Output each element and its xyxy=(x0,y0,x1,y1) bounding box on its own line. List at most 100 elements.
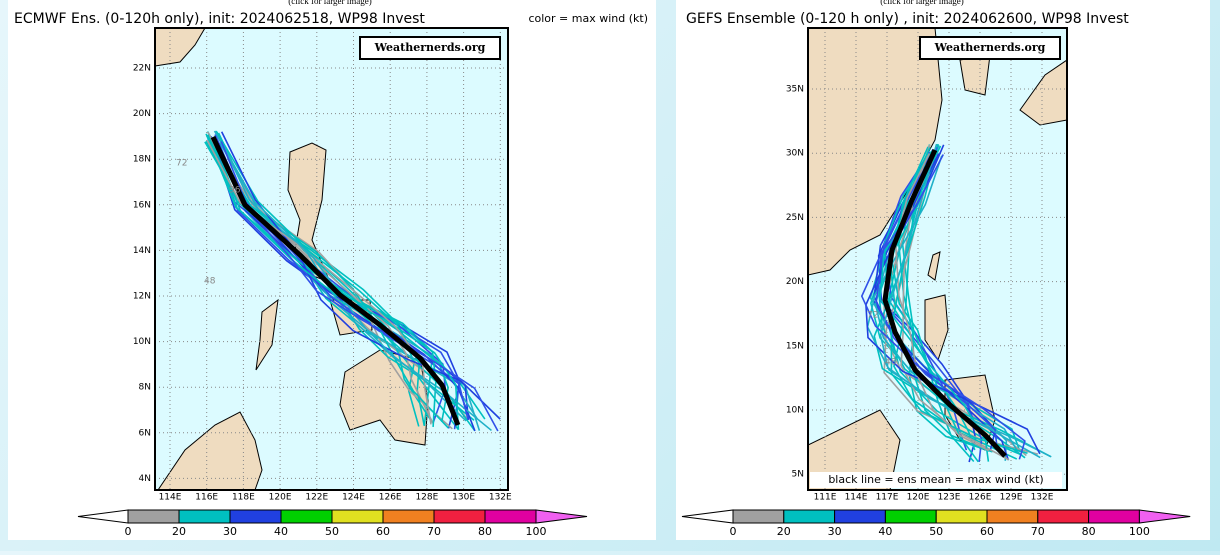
colorbar-label: 80 xyxy=(478,525,492,538)
lat-label: 15N xyxy=(786,341,804,351)
lon-label: 129E xyxy=(1000,493,1023,503)
colorbar-label: 50 xyxy=(325,525,339,538)
lat-label: 10N xyxy=(786,406,804,416)
lat-label: 5N xyxy=(792,470,804,480)
watermark-box xyxy=(359,36,501,60)
colorbar-label: 100 xyxy=(526,525,547,538)
lon-label: 114E xyxy=(845,493,868,503)
colorbar-segment xyxy=(331,509,384,524)
land xyxy=(808,28,943,276)
track-annotation: 48 xyxy=(885,358,897,368)
lat-label: 8N xyxy=(139,383,151,393)
lat-label: 14N xyxy=(133,246,151,256)
colorbar-label: 80 xyxy=(1082,525,1096,538)
colorbar-label: 60 xyxy=(980,525,994,538)
lon-label: 132E xyxy=(489,493,512,503)
watermark: Weathernerds.org xyxy=(374,41,486,54)
lat-label: 18N xyxy=(133,155,151,165)
colorbar-segment xyxy=(935,509,988,524)
lon-label: 124E xyxy=(342,493,365,503)
colorbar-segment xyxy=(433,509,486,524)
colorbar-label: 40 xyxy=(878,525,892,538)
lat-label: 25N xyxy=(786,213,804,223)
lon-label: 123E xyxy=(938,493,961,503)
lon-label: 128E xyxy=(415,493,438,503)
caption: (click for larger image) xyxy=(880,0,964,6)
map-layer xyxy=(155,28,508,490)
frame xyxy=(807,27,1068,491)
lon-label: 132E xyxy=(1031,493,1054,503)
land xyxy=(924,294,949,362)
colorbar-segment xyxy=(732,509,785,524)
lon-label: 120E xyxy=(269,493,292,503)
track-annotation: 72 xyxy=(176,159,187,169)
colorbar-segment xyxy=(229,509,282,524)
colorbar-segment xyxy=(382,509,435,524)
colorbar-label: 40 xyxy=(274,525,288,538)
land xyxy=(927,251,941,281)
colorbar-label: 0 xyxy=(730,525,737,538)
mean-track xyxy=(210,135,461,426)
ensemble-track xyxy=(210,142,449,429)
frame xyxy=(154,27,509,491)
colorbar-segment xyxy=(1088,509,1140,524)
lon-label: 120E xyxy=(907,493,930,503)
ensemble-track xyxy=(894,153,990,452)
ocean xyxy=(155,28,508,490)
lon-label: 118E xyxy=(232,493,255,503)
track-annotation: 96 xyxy=(229,186,241,196)
lon-label: 130E xyxy=(452,493,475,503)
caption: (click for larger image) xyxy=(288,0,372,6)
lat-label: 35N xyxy=(786,85,804,95)
ensemble-track xyxy=(879,143,1041,459)
footnote: black line = ens mean = max wind (kt) xyxy=(828,473,1043,486)
watermark-box xyxy=(919,36,1061,60)
colorbar-tip xyxy=(1138,509,1191,524)
lat-label: 20N xyxy=(786,277,804,287)
colorbar-label: 50 xyxy=(929,525,943,538)
mean-track xyxy=(882,148,1007,458)
colorbar-label: 70 xyxy=(427,525,441,538)
footnote-bg xyxy=(810,472,1062,488)
land xyxy=(808,409,901,490)
track-annotation: 72 xyxy=(867,311,878,321)
land xyxy=(155,28,206,67)
colorbar-segment xyxy=(986,509,1039,524)
colorbar-segment xyxy=(834,509,886,524)
panel-title: GEFS Ensemble (0-120 h only) , init: 202… xyxy=(686,11,1129,27)
watermark: Weathernerds.org xyxy=(934,41,1046,54)
colorbar-segment xyxy=(783,509,836,524)
lat-label: 4N xyxy=(139,474,151,484)
colorbar-label: 30 xyxy=(828,525,842,538)
lat-label: 10N xyxy=(133,337,151,347)
legend-note: color = max wind (kt) xyxy=(528,12,648,25)
colorbar-label: 30 xyxy=(223,525,237,538)
colorbar-segment xyxy=(178,509,231,524)
lon-label: 116E xyxy=(195,493,218,503)
lon-label: 126E xyxy=(969,493,992,503)
colorbar-tip xyxy=(535,509,588,524)
colorbar-label: 20 xyxy=(172,525,186,538)
lon-label: 117E xyxy=(876,493,899,503)
colorbar-label: 0 xyxy=(125,525,132,538)
lat-label: 6N xyxy=(139,428,151,438)
lat-label: 12N xyxy=(133,292,151,302)
ensemble-track xyxy=(890,155,1028,454)
colorbar-segment xyxy=(884,509,937,524)
colorbar-label: 60 xyxy=(376,525,390,538)
ensemble-track xyxy=(883,151,968,451)
colorbar-segment xyxy=(1037,509,1090,524)
land xyxy=(157,411,263,490)
colorbar-label: 20 xyxy=(777,525,791,538)
track-annotation: 48 xyxy=(204,277,216,287)
lat-label: 20N xyxy=(133,109,151,119)
colorbar-segment xyxy=(127,509,180,524)
colorbar-label: 100 xyxy=(1129,525,1150,538)
colorbar-segment xyxy=(484,509,537,524)
panel-title: ECMWF Ens. (0-120h only), init: 20240625… xyxy=(14,11,425,27)
land xyxy=(255,298,279,371)
lat-label: 30N xyxy=(786,149,804,159)
land xyxy=(1019,59,1067,126)
